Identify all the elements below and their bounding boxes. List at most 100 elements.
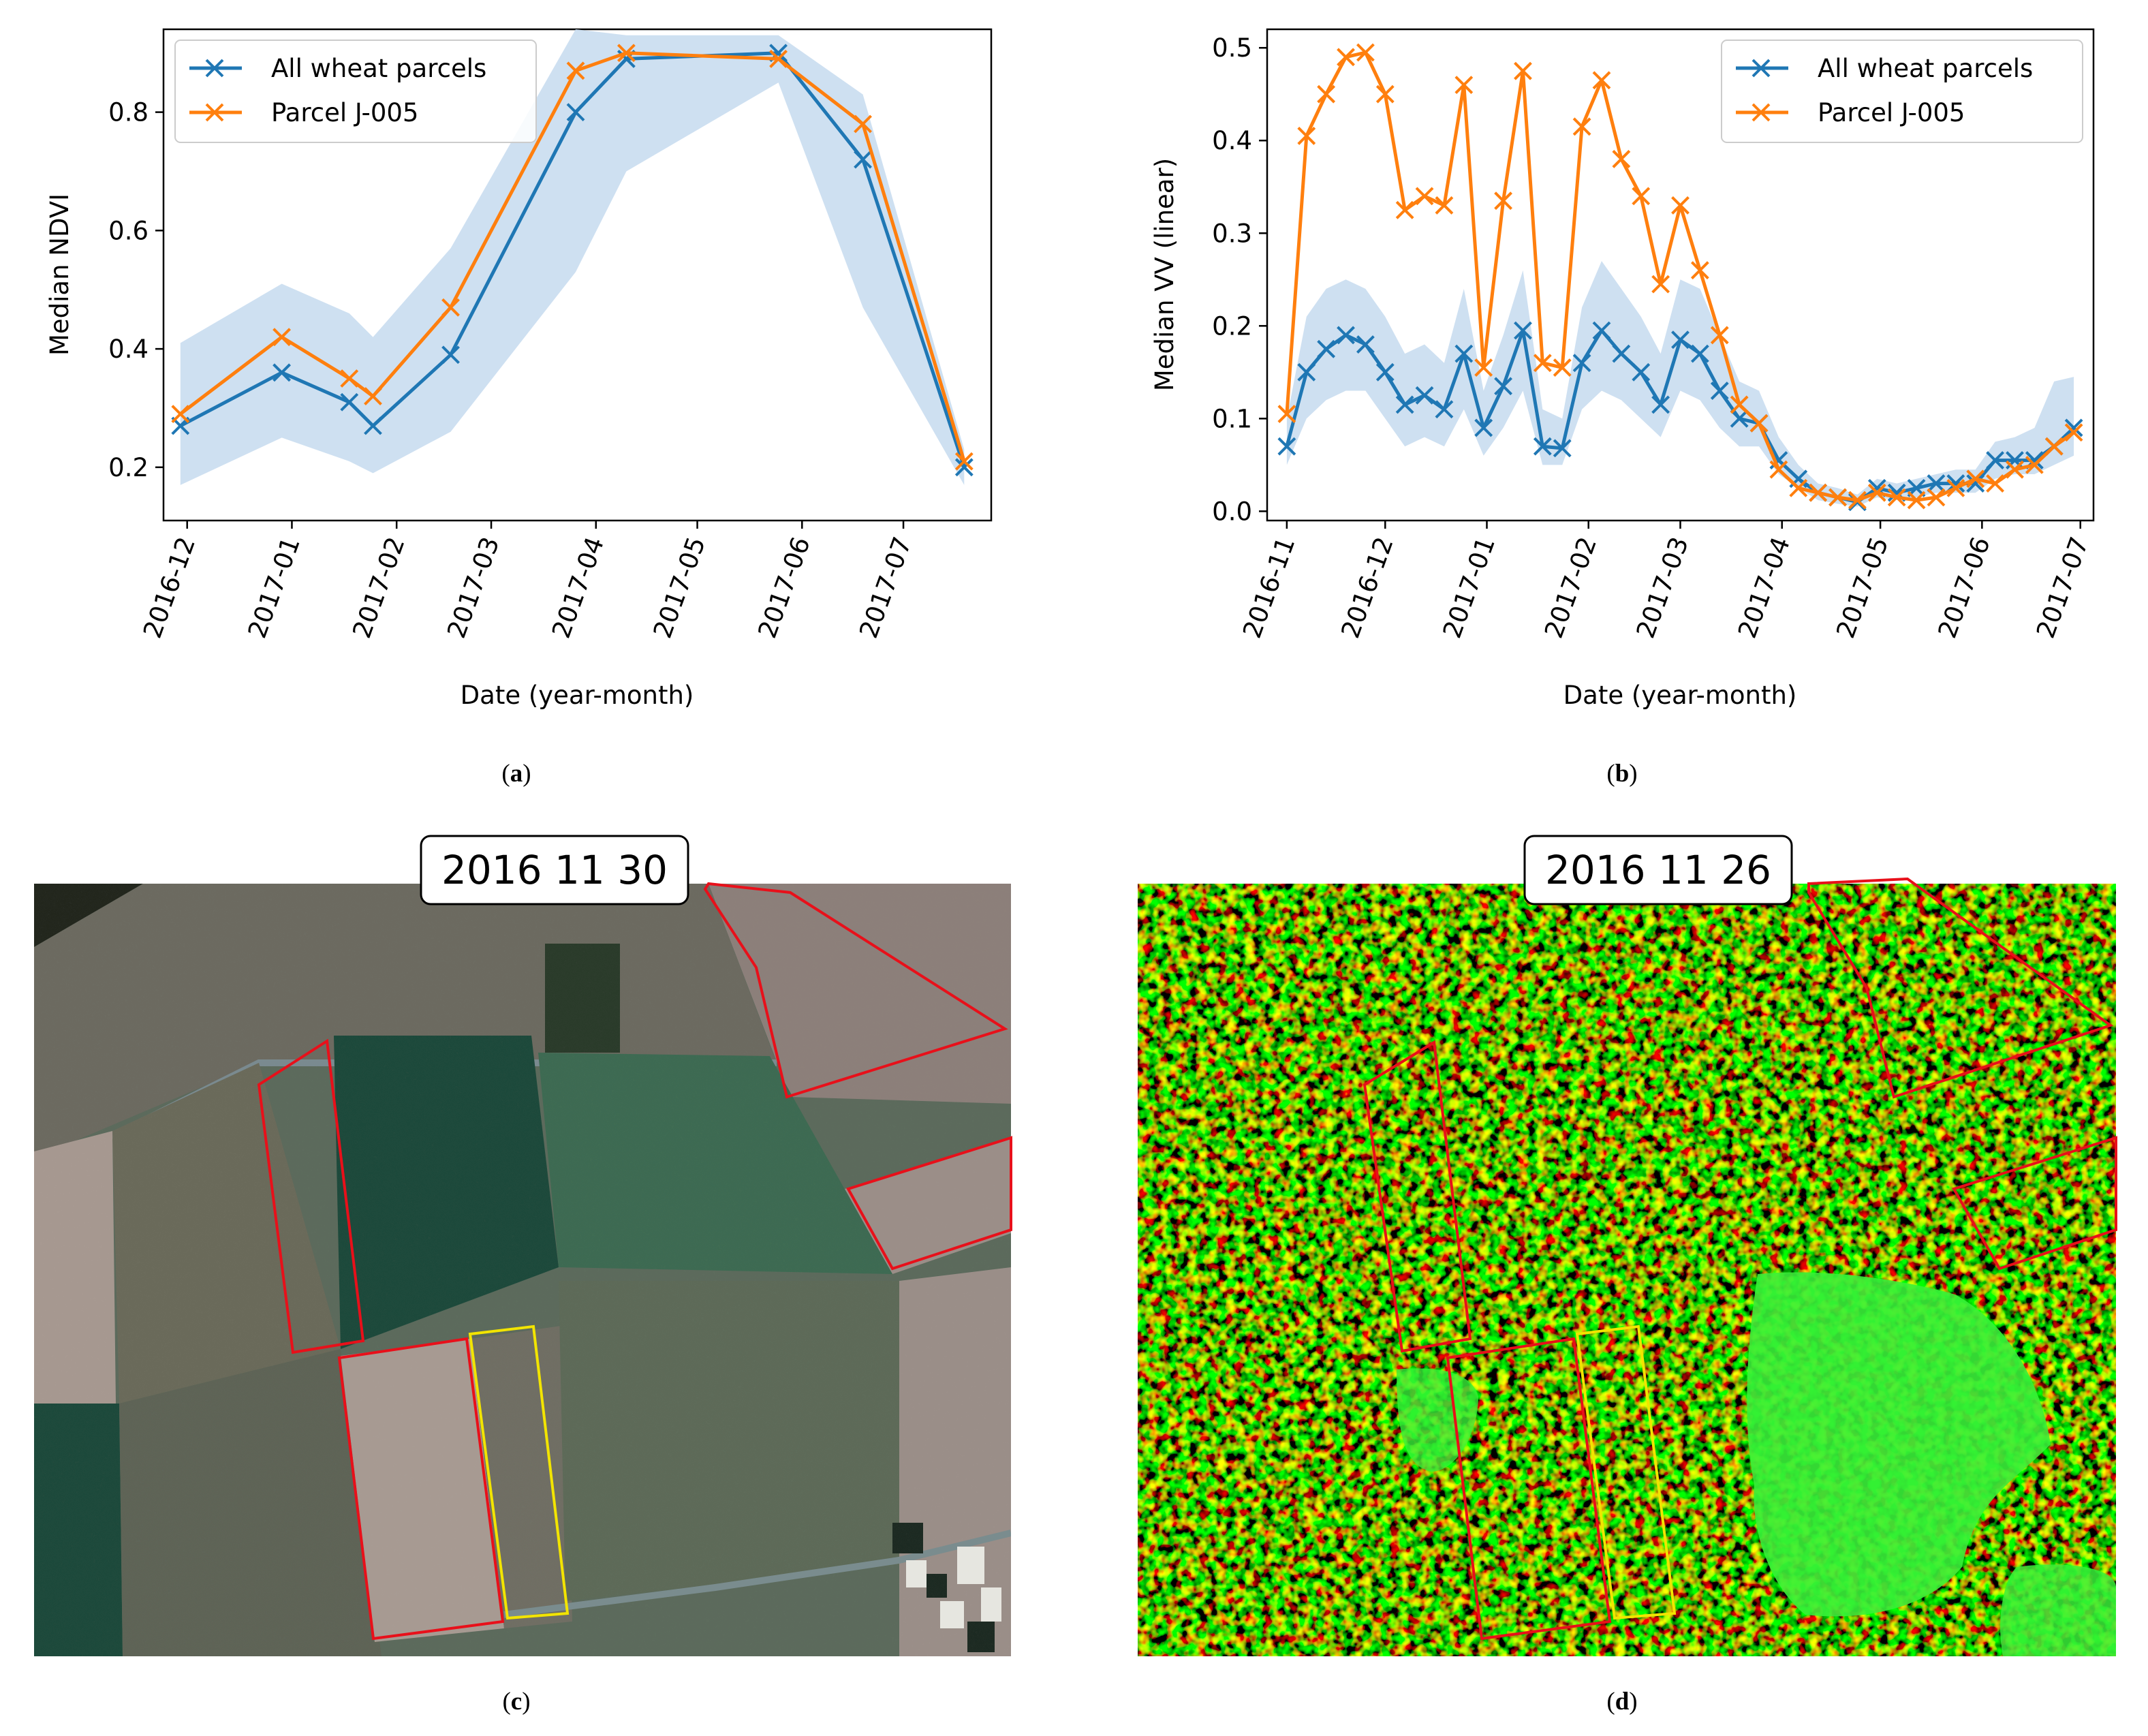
data-point <box>854 150 872 169</box>
data-point <box>1612 150 1631 168</box>
y-tick-label: 0.5 <box>1212 33 1252 63</box>
all-wheat-line-path <box>179 51 966 468</box>
y-tick-label: 0.1 <box>1212 404 1252 433</box>
data-point <box>1533 354 1552 373</box>
data-point <box>1907 491 1926 510</box>
iqr-band <box>1286 261 2074 507</box>
data-point <box>1356 335 1375 354</box>
legend-marker-parcel <box>1752 103 1771 122</box>
legend: All wheat parcels Parcel J-005 <box>1721 40 2083 143</box>
caption-d: (d) <box>1606 1688 1637 1716</box>
data-point <box>1612 344 1631 363</box>
data-point <box>1494 377 1512 396</box>
data-point <box>1435 196 1454 215</box>
legend-label-parcel: Parcel J-005 <box>271 98 418 127</box>
y-axis-label: Median NDVI <box>45 193 74 356</box>
data-point <box>1514 321 1532 340</box>
legend-label-all-wheat: All wheat parcels <box>271 54 486 83</box>
data-point <box>1986 451 2005 469</box>
data-point <box>1572 117 1591 136</box>
parcel-line <box>171 44 974 471</box>
data-point <box>1337 326 1355 345</box>
data-point <box>1632 187 1651 206</box>
data-point <box>273 363 291 382</box>
data-point <box>1651 275 1670 294</box>
data-point <box>617 44 636 63</box>
x-tick-label: 2017-02 <box>1539 533 1602 642</box>
data-point <box>364 387 382 405</box>
data-point <box>1986 474 2005 493</box>
data-point <box>566 61 585 80</box>
data-point <box>1435 400 1454 419</box>
date-label: 2016 11 30 <box>441 847 668 893</box>
data-point <box>1690 344 1709 363</box>
data-point <box>273 328 291 347</box>
data-point <box>854 114 872 134</box>
data-point <box>1887 488 1906 507</box>
data-point <box>1395 200 1414 219</box>
data-point <box>1749 414 1769 433</box>
data-point <box>566 103 585 122</box>
date-label-box: 2016 11 30 <box>420 835 689 905</box>
y-tick-label: 0.4 <box>1212 126 1252 155</box>
x-tick-label: 2017-06 <box>1933 533 1996 642</box>
data-point <box>1454 344 1474 363</box>
data-point <box>1848 491 1867 510</box>
data-point <box>769 50 788 68</box>
x-tick-label: 2017-02 <box>347 533 410 642</box>
data-point <box>1337 48 1355 67</box>
data-point <box>1415 187 1434 206</box>
data-point <box>2044 437 2064 456</box>
legend-label-all-wheat: All wheat parcels <box>1818 54 2033 83</box>
data-point <box>364 416 382 435</box>
data-point <box>1297 362 1316 382</box>
x-tick-label: 2017-01 <box>243 533 306 642</box>
legend-marker-all-wheat <box>1752 59 1771 78</box>
x-axis-label: Date (year-month) <box>461 681 694 710</box>
data-point <box>1553 358 1572 377</box>
data-point <box>2064 418 2083 437</box>
data-point <box>1297 127 1316 145</box>
data-point <box>441 298 460 317</box>
legend-label-parcel: Parcel J-005 <box>1818 98 1965 127</box>
data-point <box>1730 395 1749 414</box>
data-point <box>1375 84 1395 104</box>
x-tick-label: 2017-03 <box>1631 533 1694 642</box>
data-point <box>954 458 974 477</box>
data-point <box>1592 71 1611 90</box>
x-tick-label: 2017-03 <box>441 533 505 642</box>
data-point <box>1277 437 1296 456</box>
x-tick-label: 2016-12 <box>138 533 201 642</box>
x-tick-label: 2017-07 <box>854 533 917 642</box>
parcel-line-path <box>179 51 966 462</box>
x-tick-label: 2017-04 <box>1732 533 1796 642</box>
data-point <box>1415 386 1434 405</box>
date-label: 2016 11 26 <box>1545 847 1771 893</box>
data-point <box>340 369 359 388</box>
data-point <box>2025 455 2044 474</box>
legend-marker-parcel <box>205 103 224 122</box>
data-point <box>1474 358 1493 377</box>
data-point <box>1789 478 1808 497</box>
data-point <box>1769 460 1788 479</box>
y-tick-label: 0.0 <box>1212 497 1252 526</box>
legend: All wheat parcels Parcel J-005 <box>174 40 537 143</box>
data-point <box>1533 437 1552 456</box>
data-point <box>1690 261 1709 280</box>
y-tick-label: 0.2 <box>1212 311 1252 341</box>
x-tick-label: 2016-12 <box>1335 533 1399 642</box>
data-point <box>1494 191 1512 211</box>
y-tick-label: 0.2 <box>108 453 149 482</box>
y-tick-label: 0.6 <box>108 216 149 245</box>
data-point <box>1966 474 1985 493</box>
legend-marker-all-wheat <box>205 59 224 78</box>
data-point <box>2006 460 2024 479</box>
all-wheat-line <box>171 44 974 477</box>
vv-chart: 0.0 0.1 0.2 0.3 0.4 0.5 2016-11 2016-12 2017-01… <box>1150 28 2095 788</box>
data-point <box>1454 76 1474 95</box>
x-tick-label: 2016-11 <box>1237 533 1301 642</box>
data-point <box>954 452 974 471</box>
y-tick-label: 0.8 <box>108 98 149 127</box>
date-label-box: 2016 11 26 <box>1523 835 1793 905</box>
